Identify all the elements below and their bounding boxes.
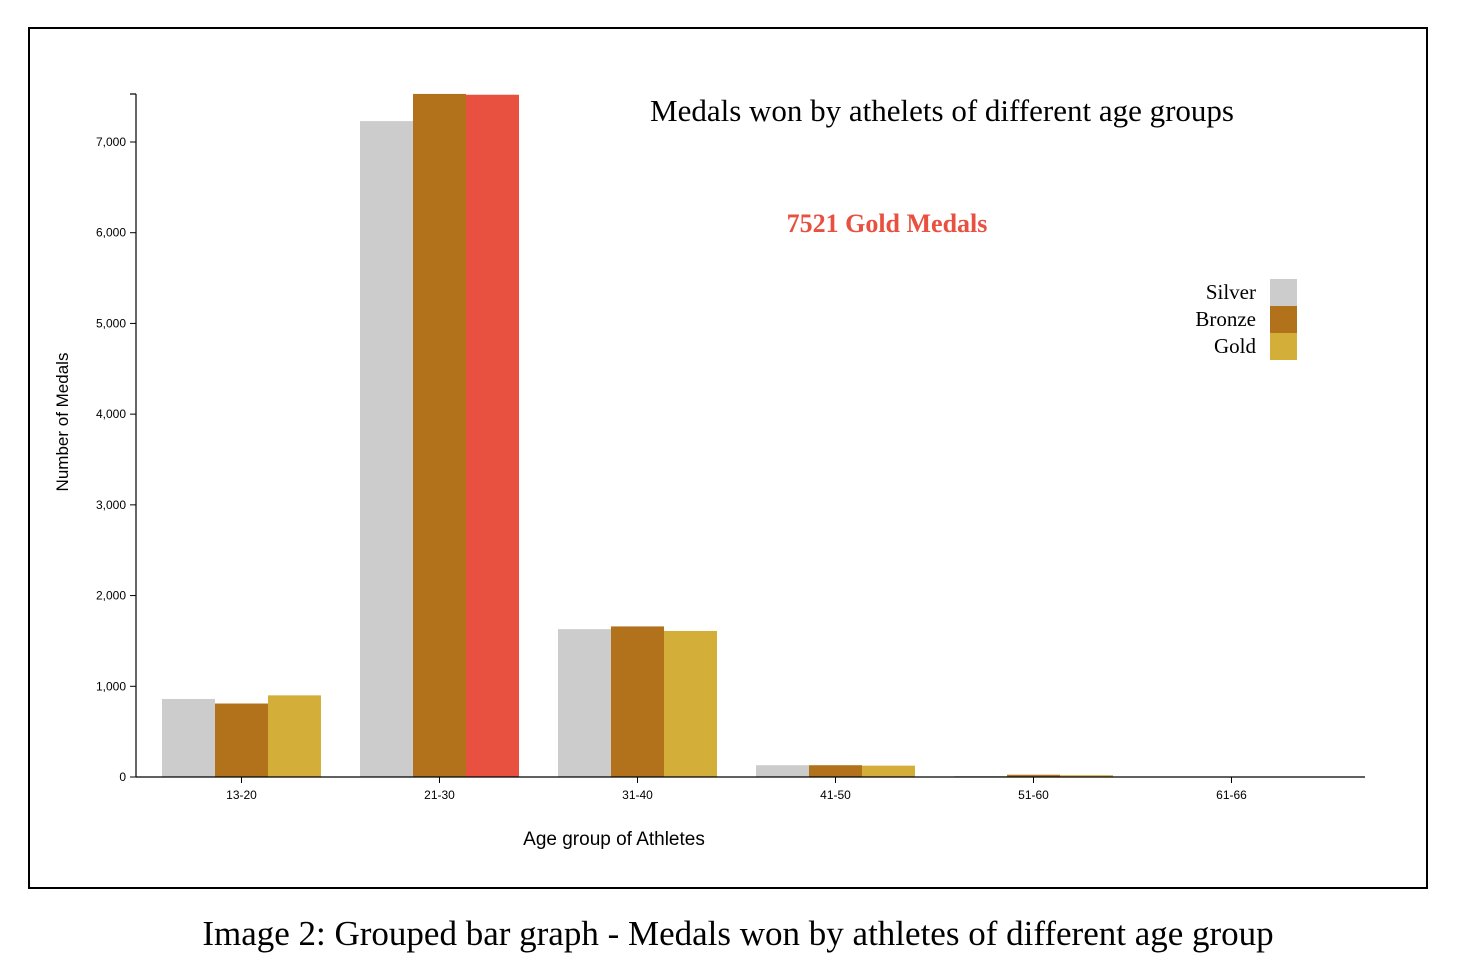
y-tick-label: 2,000 xyxy=(96,589,126,603)
x-tick-label: 13-20 xyxy=(226,788,257,802)
x-tick-label: 31-40 xyxy=(622,788,653,802)
bar-gold-51-60 xyxy=(1060,775,1113,777)
legend-label-bronze: Bronze xyxy=(1195,307,1256,331)
chart-title: Medals won by athelets of different age … xyxy=(650,93,1234,128)
y-tick-label: 0 xyxy=(119,770,126,784)
x-axis-label: Age group of Athletes xyxy=(523,829,705,850)
bar-gold-13-20 xyxy=(268,695,321,777)
bar-silver-13-20 xyxy=(162,698,215,777)
bar-bronze-21-30 xyxy=(413,93,466,777)
x-tick-label: 41-50 xyxy=(820,788,851,802)
x-tick-label: 21-30 xyxy=(424,788,455,802)
bar-bronze-41-50 xyxy=(809,765,862,777)
figure-frame: Medals won by athelets of different age … xyxy=(28,27,1428,889)
bars-layer xyxy=(162,93,1311,777)
axes-layer: 0 1,000 2,000 3,000 4,000 5,000 6,000 7,000 13-2… xyxy=(96,93,1365,802)
legend-swatch-gold xyxy=(1270,333,1297,360)
bar-bronze-31-40 xyxy=(611,626,664,777)
bar-silver-41-50 xyxy=(756,765,809,777)
y-tick-label: 5,000 xyxy=(96,316,126,330)
bar-chart: Medals won by athelets of different age … xyxy=(53,93,1365,850)
y-axis-label: Number of Medals xyxy=(53,353,72,492)
legend-swatch-silver xyxy=(1270,279,1297,306)
y-tick-label: 6,000 xyxy=(96,226,126,240)
bar-gold-21-30 xyxy=(466,94,519,777)
legend-label-gold: Gold xyxy=(1214,334,1257,358)
bar-silver-31-40 xyxy=(558,629,611,777)
x-tick-label: 51-60 xyxy=(1018,788,1049,802)
legend: Silver Bronze Gold xyxy=(1195,279,1297,360)
bar-gold-31-40 xyxy=(664,630,717,777)
figure-caption: Image 2: Grouped bar graph - Medals won … xyxy=(202,914,1274,953)
bar-gold-41-50 xyxy=(862,765,915,777)
y-tick-label: 7,000 xyxy=(96,135,126,149)
y-tick-label: 1,000 xyxy=(96,679,126,693)
bar-silver-21-30 xyxy=(360,121,413,777)
bar-bronze-51-60 xyxy=(1007,774,1060,777)
bar-bronze-13-20 xyxy=(215,703,268,777)
y-tick-label: 4,000 xyxy=(96,407,126,421)
legend-label-silver: Silver xyxy=(1206,280,1256,304)
y-tick-label: 3,000 xyxy=(96,498,126,512)
legend-swatch-bronze xyxy=(1270,306,1297,333)
x-tick-label: 61-66 xyxy=(1216,788,1247,802)
chart-annotation: 7521 Gold Medals xyxy=(787,209,988,238)
